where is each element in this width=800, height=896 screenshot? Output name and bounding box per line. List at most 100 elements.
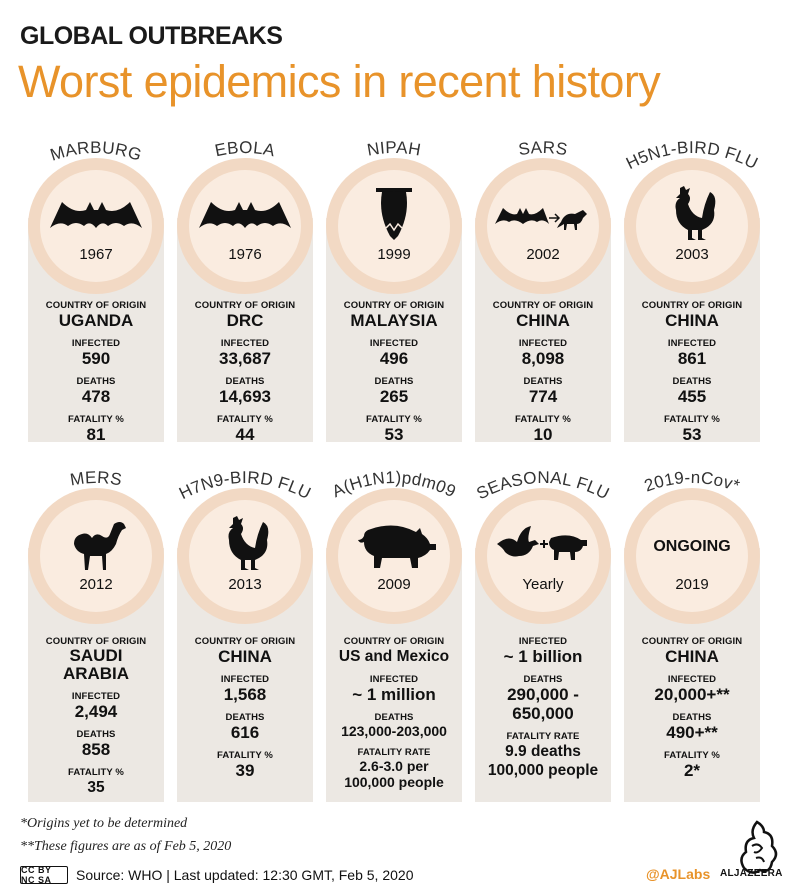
svg-text:MERS: MERS — [69, 468, 124, 490]
country-label: COUNTRY OF ORIGIN — [343, 636, 445, 647]
footnotes: *Origins yet to be determined **These fi… — [20, 812, 231, 858]
deaths-label: DEATHS — [523, 674, 563, 685]
year-label: 2003 — [675, 246, 709, 263]
year-label: 2012 — [79, 576, 113, 593]
year-label: 1967 — [79, 246, 113, 263]
badge-ring: 2003 — [624, 158, 760, 294]
status-label: ONGOING — [653, 538, 731, 555]
infected-value: 2,494 — [74, 702, 118, 721]
badge-disk: 2012 — [40, 500, 152, 612]
card-mers: 2012 COUNTRY OF ORIGIN SAUDI ARABIA INFE… — [28, 460, 164, 802]
infected-label: INFECTED — [369, 674, 419, 685]
footer: CC BY NC SA Source: WHO | Last updated: … — [20, 865, 414, 885]
infected-value: ~ 1 billion — [503, 647, 583, 666]
badge-ring: Yearly — [475, 488, 611, 624]
card-2019-ncov: ONGOING 2019 COUNTRY OF ORIGIN CHINA INF… — [624, 460, 760, 802]
country-value: CHINA — [218, 647, 272, 666]
stats-block: COUNTRY OF ORIGIN US and Mexico INFECTED… — [326, 636, 462, 798]
stats-block: COUNTRY OF ORIGIN CHINA INFECTED 861 DEA… — [624, 300, 760, 452]
infected-label: INFECTED — [667, 674, 717, 685]
rooster-icon — [675, 186, 716, 240]
year-label: 2019 — [675, 576, 709, 593]
card-seasonal-flu: Yearly INFECTED ~ 1 billion DEATHS 290,0… — [474, 460, 613, 802]
country-value: MALAYSIA — [350, 311, 438, 330]
badge-ring: ONGOING 2019 — [624, 488, 760, 624]
stats-block: COUNTRY OF ORIGIN SAUDI ARABIA INFECTED … — [28, 636, 164, 805]
deaths-label: DEATHS — [374, 376, 414, 387]
deaths-label: DEATHS — [225, 376, 265, 387]
infected-value: 861 — [677, 349, 707, 368]
creative-commons-icon[interactable]: CC BY NC SA — [20, 865, 68, 885]
badge-ring: 2013 — [177, 488, 313, 624]
stats-block: COUNTRY OF ORIGIN UGANDA INFECTED 590 DE… — [28, 300, 164, 452]
epidemic-name: MERS — [69, 468, 124, 490]
stats-block: COUNTRY OF ORIGIN CHINA INFECTED 1,568 D… — [177, 636, 313, 788]
fatality-label: FATALITY % — [515, 414, 571, 425]
fatality-value: 10 — [533, 425, 553, 444]
card-h7n9: 2013 COUNTRY OF ORIGIN CHINA INFECTED 1,… — [176, 460, 314, 802]
svg-text:SEASONAL FLU: SEASONAL FLU — [474, 468, 613, 503]
card-marburg: 1967 COUNTRY OF ORIGIN UGANDA INFECTED 5… — [28, 130, 164, 444]
deaths-label: DEATHS — [523, 376, 563, 387]
country-value: CHINA — [665, 311, 719, 330]
year-label: Yearly — [522, 576, 564, 593]
fatality-label: FATALITY % — [68, 767, 124, 778]
country-value: DRC — [226, 311, 264, 330]
deaths-value: 490+** — [666, 723, 718, 742]
stats-block: COUNTRY OF ORIGIN MALAYSIA INFECTED 496 … — [326, 300, 462, 452]
card-h1n1: 2009 COUNTRY OF ORIGIN US and Mexico INF… — [326, 460, 462, 802]
deaths-value: 290,000 - 650,000 — [507, 685, 579, 723]
fatality-label: FATALITY % — [217, 414, 273, 425]
fatality-label: FATALITY % — [664, 750, 720, 761]
country-value: SAUDI ARABIA — [62, 646, 130, 683]
svg-text:EBOLA: EBOLA — [213, 138, 277, 160]
badge-disk: 2009 — [338, 500, 450, 612]
badge-ring: 2012 — [28, 488, 164, 624]
epidemic-name: H7N9-BIRD FLU — [176, 468, 314, 503]
card-h5n1: 2003 COUNTRY OF ORIGIN CHINA INFECTED 86… — [623, 130, 761, 444]
fatality-value: 53 — [384, 425, 404, 444]
country-label: COUNTRY OF ORIGIN — [45, 636, 147, 647]
country-value: CHINA — [516, 311, 570, 330]
fatality-label: FATALITY % — [217, 750, 273, 761]
card-sars: 2002 COUNTRY OF ORIGIN CHINA INFECTED 8,… — [475, 130, 611, 444]
source-text: Source: WHO | Last updated: 12:30 GMT, F… — [76, 867, 414, 883]
brand-wordmark: ALJAZEERA — [720, 868, 783, 879]
stats-block: INFECTED ~ 1 billion DEATHS 290,000 - 65… — [475, 636, 611, 788]
twitter-handle[interactable]: @AJLabs — [646, 866, 711, 882]
country-label: COUNTRY OF ORIGIN — [194, 636, 296, 647]
year-label: 1976 — [228, 246, 262, 263]
svg-text:NIPAH: NIPAH — [366, 138, 423, 160]
fatality-value: 2* — [683, 761, 701, 780]
infected-value: ~ 1 million — [352, 685, 436, 704]
badge-disk: 2013 — [189, 500, 301, 612]
svg-text:MARBURG: MARBURG — [48, 138, 144, 165]
badge-disk: 1967 — [40, 170, 152, 282]
pig-icon — [358, 525, 436, 568]
badge-disk: ONGOING 2019 — [636, 500, 748, 612]
fatality-label: FATALITY % — [68, 414, 124, 425]
country-label: COUNTRY OF ORIGIN — [641, 300, 743, 311]
epidemic-name: SARS — [517, 138, 568, 159]
row-1: 1967 COUNTRY OF ORIGIN UGANDA INFECTED 5… — [28, 130, 778, 450]
deaths-label: DEATHS — [672, 376, 712, 387]
camel-icon — [74, 522, 126, 570]
deaths-value: 455 — [677, 387, 707, 406]
badge-disk: 1976 — [189, 170, 301, 282]
kicker-title: GLOBAL OUTBREAKS — [20, 22, 283, 50]
country-label: COUNTRY OF ORIGIN — [194, 300, 296, 311]
fatality-label: FATALITY % — [664, 414, 720, 425]
year-label: 2013 — [228, 576, 262, 593]
epidemic-name: H5N1-BIRD FLU — [623, 138, 761, 173]
country-label: COUNTRY OF ORIGIN — [45, 300, 147, 311]
fatality-value: 53 — [682, 425, 702, 444]
year-label: 2009 — [377, 576, 411, 593]
infected-label: INFECTED — [369, 338, 419, 349]
country-label: COUNTRY OF ORIGIN — [492, 300, 594, 311]
year-label: 2002 — [526, 246, 560, 263]
deaths-value: 123,000-203,000 — [341, 723, 447, 739]
bat-to-civet-icon — [495, 208, 587, 230]
footnote-figures-date: **These figures are as of Feb 5, 2020 — [20, 839, 232, 854]
badge-ring: 1999 — [326, 158, 462, 294]
bat-icon — [50, 202, 142, 228]
